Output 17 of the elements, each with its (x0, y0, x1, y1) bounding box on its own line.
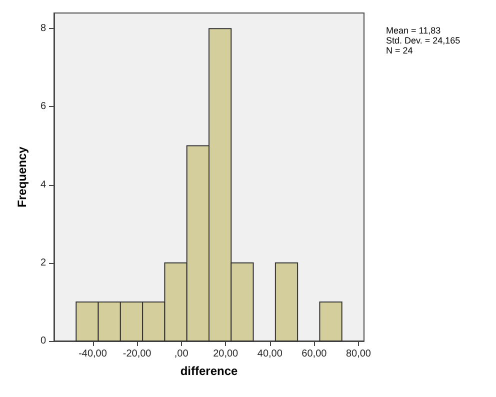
y-tick-label: 6 (40, 101, 46, 112)
y-tick-label: 4 (40, 179, 46, 190)
x-axis-title: difference (180, 364, 238, 378)
x-tick-label: 60,00 (302, 348, 328, 360)
x-tick-label: -20,00 (122, 348, 152, 360)
y-tick-label: 2 (40, 257, 46, 268)
x-tick-label: -40,00 (78, 348, 108, 360)
x-tick-label: 20,00 (213, 348, 239, 360)
text: N = 24 (386, 46, 413, 56)
x-tick-label: 80,00 (346, 348, 372, 360)
x-tick-label: ,00 (174, 348, 189, 360)
text: Std. Dev. = 24,165 (386, 36, 460, 46)
y-tick-label: 8 (40, 23, 46, 34)
y-axis-title: Frequency (15, 146, 29, 208)
text: Mean = 11,83 (386, 26, 441, 36)
y-tick-label: 0 (40, 336, 46, 346)
x-tick-label: 40,00 (257, 348, 283, 360)
